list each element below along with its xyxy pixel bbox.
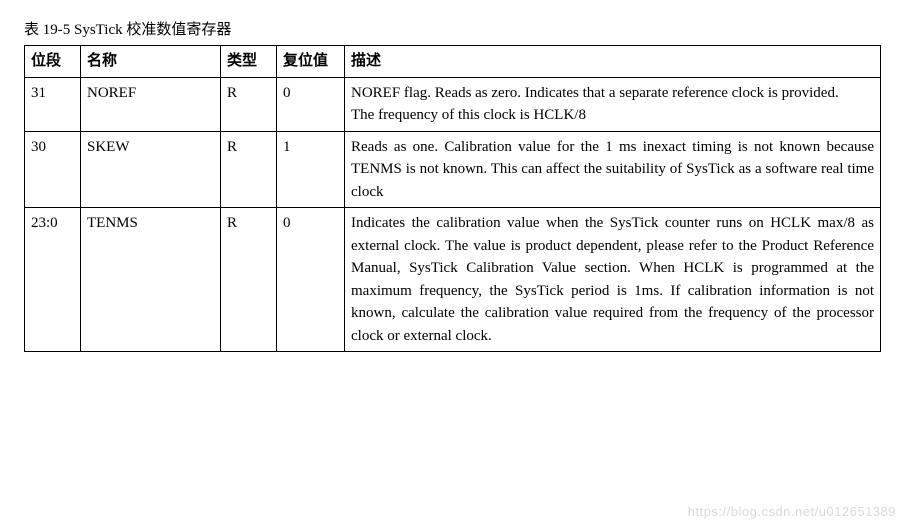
header-reset: 复位值 — [277, 46, 345, 78]
cell-bits: 30 — [25, 131, 81, 208]
desc-line: Indicates the calibration value when the… — [351, 212, 874, 347]
cell-name: TENMS — [81, 208, 221, 352]
table-row: 23:0TENMSR0Indicates the calibration val… — [25, 208, 881, 352]
cell-desc: Reads as one. Calibration value for the … — [345, 131, 881, 208]
cell-name: NOREF — [81, 77, 221, 131]
watermark-text: https://blog.csdn.net/u012651389 — [688, 504, 896, 519]
header-desc: 描述 — [345, 46, 881, 78]
header-type: 类型 — [221, 46, 277, 78]
cell-bits: 31 — [25, 77, 81, 131]
cell-reset: 0 — [277, 208, 345, 352]
table-row: 31NOREFR0 NOREF flag. Reads as zero. Indi… — [25, 77, 881, 131]
table-row: 30SKEWR1Reads as one. Calibration value … — [25, 131, 881, 208]
desc-line: Reads as one. Calibration value for the … — [351, 136, 874, 204]
cell-type: R — [221, 131, 277, 208]
table-caption: 表 19-5 SysTick 校准数值寄存器 — [24, 18, 880, 39]
register-table: 位段 名称 类型 复位值 描述 31NOREFR0NOREF flag. Rea… — [24, 45, 881, 352]
cell-reset: 1 — [277, 131, 345, 208]
cell-reset: 0 — [277, 77, 345, 131]
desc-line: The frequency of this clock is HCLK/8 — [351, 104, 874, 127]
cell-desc: NOREF flag. Reads as zero. Indicates tha… — [345, 77, 881, 131]
cell-bits: 23:0 — [25, 208, 81, 352]
desc-line: NOREF flag. Reads as zero. Indicates tha… — [351, 82, 874, 105]
header-bits: 位段 — [25, 46, 81, 78]
cell-type: R — [221, 208, 277, 352]
cell-name: SKEW — [81, 131, 221, 208]
cell-desc: Indicates the calibration value when the… — [345, 208, 881, 352]
header-name: 名称 — [81, 46, 221, 78]
table-header-row: 位段 名称 类型 复位值 描述 — [25, 46, 881, 78]
cell-type: R — [221, 77, 277, 131]
